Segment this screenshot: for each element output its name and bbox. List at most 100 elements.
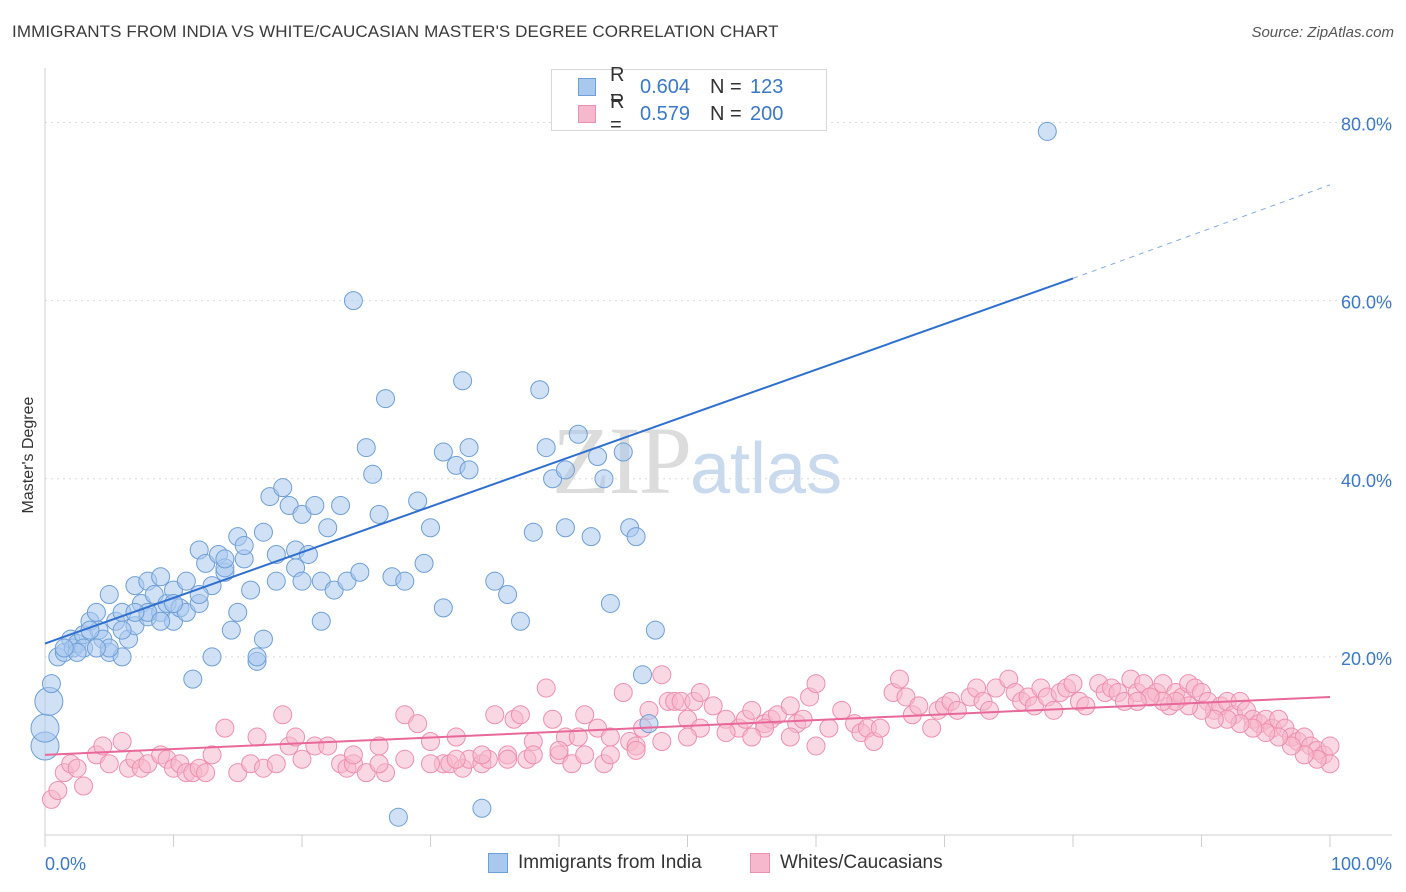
- point-whites-caucasians: [369, 754, 389, 774]
- point-whites-caucasians: [652, 665, 672, 685]
- point-immigrants-india: [626, 527, 646, 547]
- point-whites-caucasians: [273, 705, 293, 725]
- y-tick-label: 80.0%: [1341, 115, 1392, 135]
- watermark: ZIPatlas: [552, 405, 842, 516]
- point-whites-caucasians: [536, 678, 556, 698]
- point-immigrants-india: [408, 491, 428, 511]
- point-immigrants-india: [292, 571, 312, 591]
- point-immigrants-india: [600, 593, 620, 613]
- point-immigrants-india: [151, 611, 171, 631]
- point-immigrants-india: [639, 714, 659, 734]
- legend-item-india[interactable]: Immigrants from India: [488, 852, 702, 874]
- point-whites-caucasians: [626, 740, 646, 760]
- trendline-india-extension: [1072, 184, 1331, 279]
- point-immigrants-india: [305, 495, 325, 515]
- point-immigrants-india: [388, 807, 408, 827]
- legend-n-value: 200: [750, 102, 784, 125]
- legend-r-value: 0.604: [640, 75, 691, 98]
- y-tick-label: 60.0%: [1341, 293, 1392, 313]
- y-tick-label: 40.0%: [1341, 471, 1392, 491]
- point-whites-caucasians: [549, 740, 569, 760]
- point-whites-caucasians: [819, 718, 839, 738]
- point-immigrants-india: [555, 460, 575, 480]
- point-whites-caucasians: [793, 709, 813, 729]
- point-whites-caucasians: [1063, 674, 1083, 694]
- point-immigrants-india: [433, 598, 453, 618]
- point-whites-caucasians: [247, 727, 267, 747]
- series-immigrants-india-points: [30, 121, 1057, 827]
- trend-lines: [44, 184, 1331, 756]
- point-whites-caucasians: [202, 745, 222, 765]
- point-immigrants-india: [356, 438, 376, 458]
- point-immigrants-india: [530, 380, 550, 400]
- legend-swatch-blue: [578, 78, 596, 96]
- x-tick-label: 100.0%: [1331, 854, 1392, 874]
- point-whites-caucasians: [343, 745, 363, 765]
- point-whites-caucasians: [99, 754, 119, 774]
- legend-r-label: R =: [610, 64, 625, 109]
- point-whites-caucasians: [498, 749, 518, 769]
- legend-swatch-pink: [750, 853, 770, 873]
- legend-n-value: 123: [750, 75, 784, 98]
- point-immigrants-india: [472, 798, 492, 818]
- point-whites-caucasians: [575, 705, 595, 725]
- point-immigrants-india: [311, 611, 331, 631]
- point-immigrants-india: [613, 442, 633, 462]
- point-immigrants-india: [343, 291, 363, 311]
- point-whites-caucasians: [742, 700, 762, 720]
- correlation-legend: R = 0.604 N = 123 R = 0.579 N = 200: [551, 64, 827, 136]
- point-immigrants-india: [485, 571, 505, 591]
- point-immigrants-india: [86, 638, 106, 658]
- point-immigrants-india: [568, 424, 588, 444]
- point-immigrants-india: [376, 389, 396, 409]
- point-whites-caucasians: [613, 683, 633, 703]
- point-immigrants-india: [459, 438, 479, 458]
- point-whites-caucasians: [652, 731, 672, 751]
- y-axis-label: Master's Degree: [20, 396, 37, 513]
- point-whites-caucasians: [870, 718, 890, 738]
- point-immigrants-india: [234, 536, 254, 556]
- point-whites-caucasians: [215, 718, 235, 738]
- point-whites-caucasians: [600, 745, 620, 765]
- legend-item-whites[interactable]: Whites/Caucasians: [750, 852, 943, 874]
- point-whites-caucasians: [780, 727, 800, 747]
- point-immigrants-india: [253, 629, 273, 649]
- point-whites-caucasians: [947, 700, 967, 720]
- point-immigrants-india: [523, 522, 543, 542]
- point-whites-caucasians: [690, 683, 710, 703]
- point-immigrants-india: [433, 442, 453, 462]
- point-whites-caucasians: [318, 736, 338, 756]
- point-whites-caucasians: [286, 727, 306, 747]
- point-immigrants-india: [318, 518, 338, 538]
- point-whites-caucasians: [600, 727, 620, 747]
- point-whites-caucasians: [74, 776, 94, 796]
- trendline-whites: [44, 695, 1331, 756]
- point-immigrants-india: [510, 611, 530, 631]
- point-whites-caucasians: [780, 696, 800, 716]
- point-whites-caucasians: [806, 736, 826, 756]
- legend-item-label: Whites/Caucasians: [780, 852, 943, 873]
- point-immigrants-india: [536, 438, 556, 458]
- point-immigrants-india: [241, 580, 261, 600]
- point-whites-caucasians: [67, 758, 87, 778]
- point-whites-caucasians: [112, 731, 132, 751]
- point-immigrants-india: [363, 464, 383, 484]
- point-whites-caucasians: [48, 780, 68, 800]
- legend-row-india: R = 0.604 N = 123: [552, 64, 784, 109]
- point-immigrants-india: [41, 674, 61, 694]
- point-whites-caucasians: [832, 700, 852, 720]
- point-whites-caucasians: [678, 727, 697, 747]
- source-label: Source: ZipAtlas.com: [1251, 24, 1394, 41]
- point-immigrants-india: [247, 647, 267, 667]
- watermark-atlas: atlas: [690, 429, 843, 509]
- point-immigrants-india: [202, 647, 222, 667]
- legend-r-label: R =: [610, 91, 625, 136]
- point-whites-caucasians: [543, 709, 563, 729]
- y-tick-label: 20.0%: [1341, 649, 1392, 669]
- point-immigrants-india: [215, 549, 235, 569]
- point-immigrants-india: [1037, 121, 1057, 141]
- point-whites-caucasians: [266, 754, 286, 774]
- point-immigrants-india: [221, 620, 241, 640]
- point-whites-caucasians: [472, 745, 492, 765]
